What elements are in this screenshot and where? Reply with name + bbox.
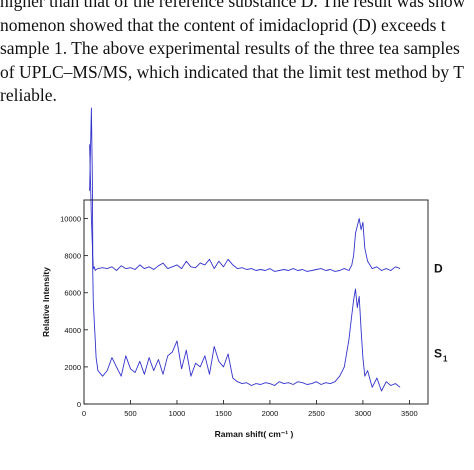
x-tick-label: 3000 [355, 409, 372, 418]
y-tick-label: 0 [77, 400, 81, 409]
x-tick-label: 1500 [215, 409, 232, 418]
paper-text-line: sample 1. The above experimental results… [0, 38, 460, 58]
paper-text-line: nomenon showed that the content of imida… [0, 14, 446, 35]
series-label-d: D [434, 261, 443, 275]
paper-text-line: reliable. [0, 85, 57, 105]
x-tick-label: 0 [82, 409, 86, 418]
series-line-s1 [89, 144, 401, 392]
y-tick-label: 4000 [64, 326, 81, 335]
series-label-s-subscript: 1 [443, 355, 448, 364]
x-tick-label: 2000 [262, 409, 279, 418]
x-axis-label: Raman shift( cm⁻¹ ) [215, 429, 294, 439]
y-tick-label: 10000 [60, 215, 81, 224]
series-label-s: S [434, 347, 442, 361]
paper-text-line: higher than that of the reference substa… [0, 0, 466, 11]
x-tick-label: 2500 [308, 409, 325, 418]
paper-text: higher than that of the reference substa… [0, 0, 474, 108]
y-axis-label: Relative Intensity [41, 267, 51, 337]
x-tick-label: 1000 [169, 409, 186, 418]
plot-frame [83, 199, 429, 405]
y-tick-label: 6000 [64, 289, 81, 298]
y-tick-label: 2000 [64, 363, 81, 372]
x-tick-label: 500 [124, 409, 137, 418]
series-line-d [89, 107, 401, 272]
y-tick-label: 8000 [64, 252, 81, 261]
paper-text-line: of UPLC–MS/MS, which indicated that the … [0, 61, 464, 82]
x-tick-label: 3500 [401, 409, 418, 418]
